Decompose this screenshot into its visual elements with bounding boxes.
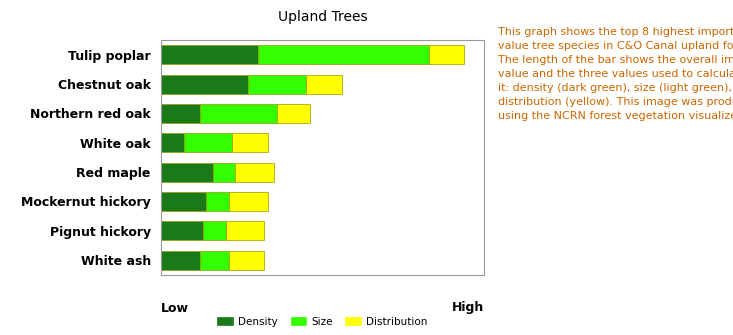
Bar [232,133,268,152]
Bar [277,104,309,123]
Bar [161,192,207,211]
Text: Upland Trees: Upland Trees [278,10,367,24]
Bar [161,133,184,152]
Bar [161,221,203,240]
Bar [229,192,268,211]
Bar [161,162,213,182]
Bar [207,192,229,211]
Bar [200,251,229,270]
Bar [235,162,274,182]
Bar [161,45,258,64]
Text: This graph shows the top 8 highest importance
value tree species in C&O Canal up: This graph shows the top 8 highest impor… [498,27,733,121]
Bar [184,133,232,152]
Bar [161,75,248,94]
Bar [258,45,429,64]
Legend: Density, Size, Distribution: Density, Size, Distribution [214,314,431,330]
Bar [229,251,265,270]
Bar [203,221,226,240]
Text: High: High [452,302,484,315]
Bar [161,251,200,270]
Bar [161,104,200,123]
Bar [200,104,277,123]
Bar [306,75,342,94]
Bar [226,221,265,240]
Text: Low: Low [161,302,189,315]
Bar [213,162,235,182]
Bar [248,75,306,94]
Bar [429,45,465,64]
